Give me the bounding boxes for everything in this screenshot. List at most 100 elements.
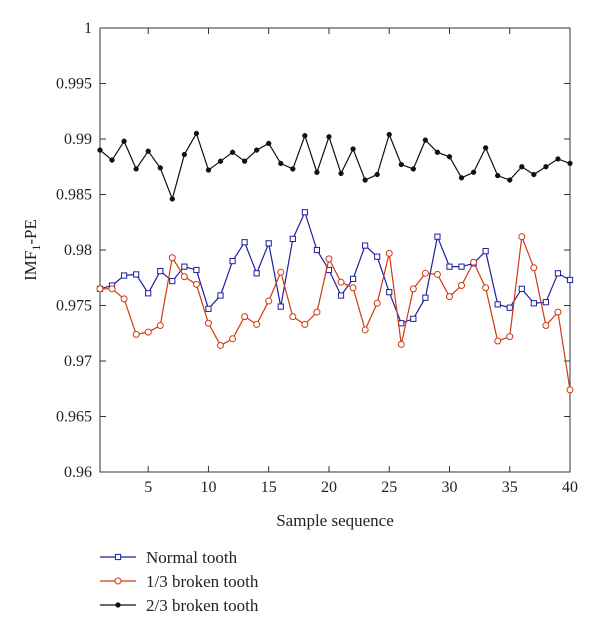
data-point bbox=[289, 313, 297, 321]
legend-label: Normal tooth bbox=[146, 548, 238, 567]
data-point bbox=[446, 154, 453, 160]
data-point bbox=[518, 233, 526, 241]
data-point bbox=[385, 249, 393, 257]
data-point bbox=[132, 330, 140, 338]
data-point bbox=[530, 300, 537, 307]
data-point bbox=[241, 158, 248, 164]
series-group bbox=[96, 130, 574, 394]
legend-item: 1/3 broken tooth bbox=[100, 572, 259, 591]
data-point bbox=[156, 321, 164, 329]
data-point bbox=[482, 145, 489, 151]
data-point bbox=[337, 278, 345, 286]
data-point bbox=[277, 268, 285, 276]
data-point bbox=[386, 289, 393, 296]
data-point bbox=[470, 169, 477, 175]
data-point bbox=[145, 290, 152, 297]
data-point bbox=[482, 284, 490, 292]
data-point bbox=[531, 171, 537, 178]
data-point bbox=[133, 271, 140, 278]
data-point bbox=[325, 255, 333, 263]
data-point bbox=[554, 270, 562, 277]
data-point bbox=[217, 341, 225, 349]
data-point bbox=[265, 240, 272, 247]
series-2-3-broken-tooth bbox=[97, 130, 573, 202]
data-point bbox=[349, 275, 357, 282]
data-point bbox=[302, 133, 308, 139]
data-point bbox=[397, 340, 405, 348]
y-tick-label: 0.97 bbox=[64, 353, 92, 370]
y-tick-label: 0.965 bbox=[56, 409, 92, 426]
data-point bbox=[566, 276, 574, 284]
y-axis-label-subscript: 1 bbox=[29, 245, 43, 251]
data-point bbox=[421, 269, 429, 277]
data-point bbox=[169, 196, 175, 202]
data-point bbox=[518, 285, 525, 292]
data-point bbox=[433, 270, 441, 278]
data-point bbox=[446, 263, 453, 270]
data-point bbox=[217, 292, 224, 299]
data-point bbox=[313, 308, 321, 316]
data-point bbox=[157, 165, 163, 171]
y-axis-label-suffix: -PE bbox=[21, 219, 40, 245]
series-line bbox=[99, 210, 571, 325]
data-point bbox=[205, 167, 212, 173]
x-tick-label: 5 bbox=[144, 479, 152, 496]
data-point bbox=[506, 333, 514, 341]
x-tick-label: 10 bbox=[200, 479, 216, 496]
data-point bbox=[409, 285, 417, 293]
data-point bbox=[254, 147, 260, 153]
legend-label: 2/3 broken tooth bbox=[146, 596, 259, 615]
data-point bbox=[168, 254, 176, 262]
data-point bbox=[241, 313, 249, 321]
data-point bbox=[482, 248, 489, 255]
series-normal-tooth bbox=[96, 209, 574, 327]
data-point bbox=[145, 148, 151, 154]
data-point bbox=[373, 299, 381, 307]
data-point bbox=[554, 308, 562, 316]
data-point bbox=[193, 130, 200, 137]
data-point bbox=[422, 294, 429, 301]
data-point bbox=[434, 233, 441, 240]
data-point bbox=[567, 160, 573, 167]
data-point bbox=[301, 320, 309, 328]
data-point bbox=[229, 149, 236, 155]
data-point bbox=[519, 164, 525, 170]
y-tick-label: 0.995 bbox=[56, 76, 92, 93]
data-point bbox=[350, 146, 356, 152]
data-point bbox=[374, 171, 380, 178]
data-point bbox=[458, 175, 465, 181]
data-point bbox=[495, 172, 501, 179]
data-point bbox=[109, 157, 115, 163]
legend: Normal tooth 1/3 broken tooth 2/3 broken t… bbox=[100, 548, 259, 615]
y-tick-label: 0.985 bbox=[56, 187, 92, 204]
data-point bbox=[108, 285, 116, 293]
y-tick-label: 0.975 bbox=[56, 298, 92, 315]
legend-marker bbox=[114, 577, 122, 585]
data-point bbox=[193, 266, 200, 274]
data-point bbox=[470, 258, 478, 266]
data-point bbox=[458, 282, 466, 290]
data-point bbox=[192, 280, 200, 288]
data-point bbox=[398, 161, 404, 168]
data-point bbox=[180, 273, 188, 281]
data-point bbox=[97, 147, 103, 153]
data-point bbox=[133, 166, 139, 172]
data-point bbox=[410, 166, 416, 172]
series-line bbox=[100, 236, 571, 390]
legend-item: Normal tooth bbox=[100, 548, 238, 567]
data-point bbox=[434, 149, 441, 155]
data-point bbox=[337, 292, 345, 299]
data-point bbox=[530, 264, 538, 272]
data-point bbox=[229, 335, 237, 343]
data-point bbox=[349, 284, 357, 292]
data-point bbox=[253, 270, 260, 277]
legend-label: 1/3 broken tooth bbox=[146, 572, 259, 591]
y-tick-label: 0.98 bbox=[64, 242, 92, 259]
data-point bbox=[121, 138, 127, 144]
data-point bbox=[458, 263, 465, 270]
data-point bbox=[217, 158, 224, 164]
data-point bbox=[290, 166, 296, 172]
data-point bbox=[157, 267, 164, 275]
